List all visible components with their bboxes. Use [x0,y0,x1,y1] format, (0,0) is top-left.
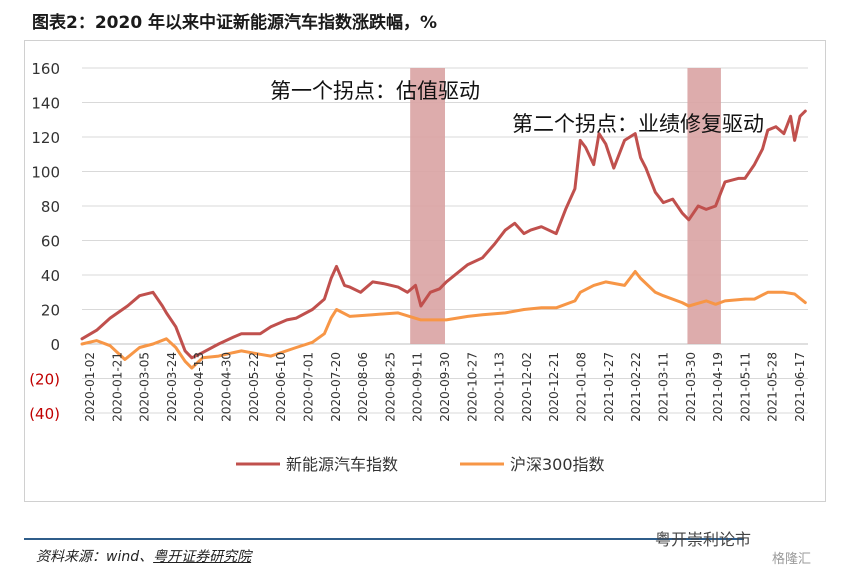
x-tick-label: 2020-08-06 [356,352,370,422]
x-tick-label: 2020-05-22 [247,352,261,422]
x-tick-label: 2020-08-25 [383,352,397,422]
x-tick-label: 2021-01-08 [575,352,589,422]
x-tick-label: 2020-07-01 [301,352,315,422]
x-tick-label: 2020-09-30 [438,352,452,422]
highlight-band [410,68,445,344]
x-tick-label: 2020-11-13 [493,352,507,422]
x-tick-label: 2021-05-11 [738,352,752,422]
x-tick-label: 2021-04-19 [711,352,725,422]
y-tick-label: 80 [41,198,60,216]
x-tick-label: 2020-01-02 [83,352,97,422]
source-org: 粤开证券研究院 [153,549,252,565]
x-tick-label: 2021-01-27 [602,352,616,422]
y-tick-labels: 160 140 120 100 80 60 40 20 0 (20) (40) [29,60,60,423]
x-tick-label: 2020-04-13 [192,352,206,422]
x-tick-label: 2021-05-28 [766,352,780,422]
y-tick-label: 0 [50,336,60,354]
x-tick-label: 2020-10-27 [465,352,479,422]
chart-title: 图表2：2020 年以来中证新能源汽车指数涨跌幅，% [32,13,438,33]
y-tick-label: 120 [31,129,60,147]
x-tick-label: 2020-03-05 [138,352,152,422]
chart-frame [24,40,826,502]
source-note: 资料来源：wind、粤开证券研究院 [36,546,251,566]
x-tick-labels: 2020-01-02 2020-01-21 2020-03-05 2020-03-24… [83,352,807,422]
y-tick-label: 140 [31,95,60,113]
y-tick-label: 60 [41,233,60,251]
y-tick-label: 20 [41,302,60,320]
x-tick-label: 2020-12-02 [520,352,534,422]
legend-label-2: 沪深300指数 [510,455,605,474]
source-prefix: 资料来源：wind、 [36,549,154,565]
series-line-1 [80,109,807,360]
x-tick-label: 2021-02-22 [629,352,643,422]
x-tick-label: 2021-06-17 [793,352,807,422]
y-tick-label: (40) [29,405,60,423]
x-tick-label: 2020-09-11 [411,352,425,422]
x-tick-label: 2020-12-21 [547,352,561,422]
x-tick-label: 2020-07-20 [329,352,343,422]
series-lines [80,109,807,370]
legend-label-1: 新能源汽车指数 [286,455,398,474]
source-divider [24,538,744,540]
y-tick-label: (20) [29,371,60,389]
x-tick-label: 2020-01-21 [110,352,124,422]
series-line-2 [80,270,807,370]
x-tick-label: 2020-04-30 [220,352,234,422]
annotation-2: 第二个拐点：业绩修复驱动 [512,112,764,136]
y-tick-label: 100 [31,164,60,182]
legend: 新能源汽车指数 沪深300指数 [236,455,605,474]
watermark-text: 粤开崇利论市 [655,530,752,549]
x-tick-label: 2021-03-30 [684,352,698,422]
y-tick-label: 40 [41,267,60,285]
y-tick-label: 160 [31,60,60,78]
x-tick-label: 2021-03-11 [656,352,670,422]
watermark-logo-text: 格隆汇 [772,552,812,567]
x-tick-label: 2020-03-24 [165,352,179,422]
annotation-1: 第一个拐点：估值驱动 [270,79,480,103]
x-tick-label: 2020-06-10 [274,352,288,422]
